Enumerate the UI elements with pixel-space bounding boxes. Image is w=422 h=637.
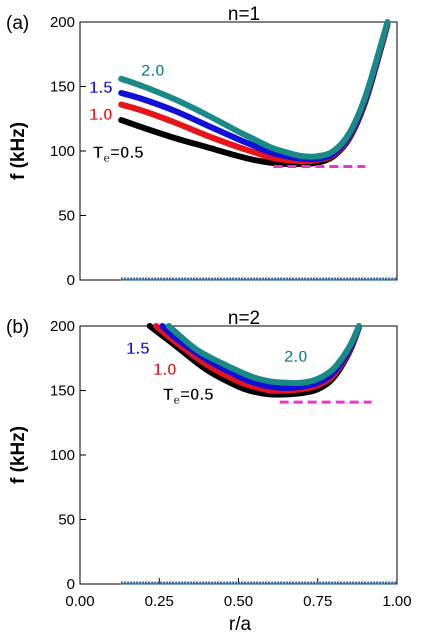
y-tick-label: 0 [67, 576, 75, 593]
y-tick-label: 0 [67, 272, 75, 289]
x-tick-label: 0.50 [224, 593, 253, 610]
panel-b-x-ticks: 0.00 0.25 0.50 0.75 1.00 [65, 578, 412, 610]
panel-b-frame [79, 325, 398, 585]
panel-b-series [146, 323, 362, 398]
panel-b-label: (b) [6, 317, 29, 338]
panel-b-title: n=2 [228, 308, 260, 329]
panel-a-series-label-te-0-5: Te=0.5 [93, 143, 144, 165]
panel-b-series-label-1-5: 1.5 [126, 339, 150, 358]
panel-a-te-main: T [93, 143, 104, 162]
panel-a-title: n=1 [228, 4, 260, 25]
y-tick-label: 150 [50, 79, 75, 96]
series-line-te_2_0 [165, 323, 362, 387]
panel-a-series-label-1-5: 1.5 [89, 78, 113, 97]
panel-a-te-sub: e [103, 151, 110, 165]
x-axis-title: r/a [229, 614, 252, 635]
y-tick-label: 100 [50, 447, 75, 464]
panel-a-series [118, 19, 391, 168]
panel-a-series-label-2-0: 2.0 [141, 61, 165, 80]
y-tick-label: 200 [50, 318, 75, 335]
panel-b-te-sub: e [173, 393, 180, 407]
panel-b-ylabel: f (kHz) [8, 426, 29, 484]
y-tick-label: 150 [50, 383, 75, 400]
y-tick-label: 50 [58, 208, 75, 225]
panel-a-label: (a) [6, 13, 29, 34]
panel-b-te-suffix: =0.5 [180, 385, 214, 404]
series-line-te_2_0 [118, 19, 391, 160]
x-tick-label: 0.75 [303, 593, 332, 610]
panel-a-ylabel: f (kHz) [8, 122, 29, 180]
y-tick-label: 50 [58, 512, 75, 529]
panel-b-y-ticks: 0 50 100 150 200 [50, 318, 86, 593]
panel-b: 0 50 100 150 200 0.00 0.25 0.50 0.75 1.00 (b) n=… [6, 308, 412, 610]
panel-b-plot-area [121, 323, 397, 585]
x-tick-label: 0.25 [145, 593, 174, 610]
y-tick-label: 100 [50, 143, 75, 160]
panel-b-series-label-te-0-5: Te=0.5 [163, 385, 214, 407]
panel-a-y-ticks: 0 50 100 150 200 [50, 14, 86, 289]
x-tick-label: 1.00 [382, 593, 411, 610]
y-tick-label: 200 [50, 14, 75, 31]
panel-a-te-suffix: =0.5 [110, 143, 144, 162]
panel-b-te-main: T [163, 385, 174, 404]
panel-a-plot-area [118, 19, 397, 281]
panel-b-series-label-2-0: 2.0 [284, 347, 308, 366]
x-tick-label: 0.00 [65, 593, 94, 610]
panel-a: 0 50 100 150 200 (a) n=1 f (kHz) 2.0 1.5 1.0… [6, 4, 398, 289]
panel-a-series-label-1-0: 1.0 [89, 105, 113, 124]
panel-b-series-label-1-0: 1.0 [153, 360, 177, 379]
